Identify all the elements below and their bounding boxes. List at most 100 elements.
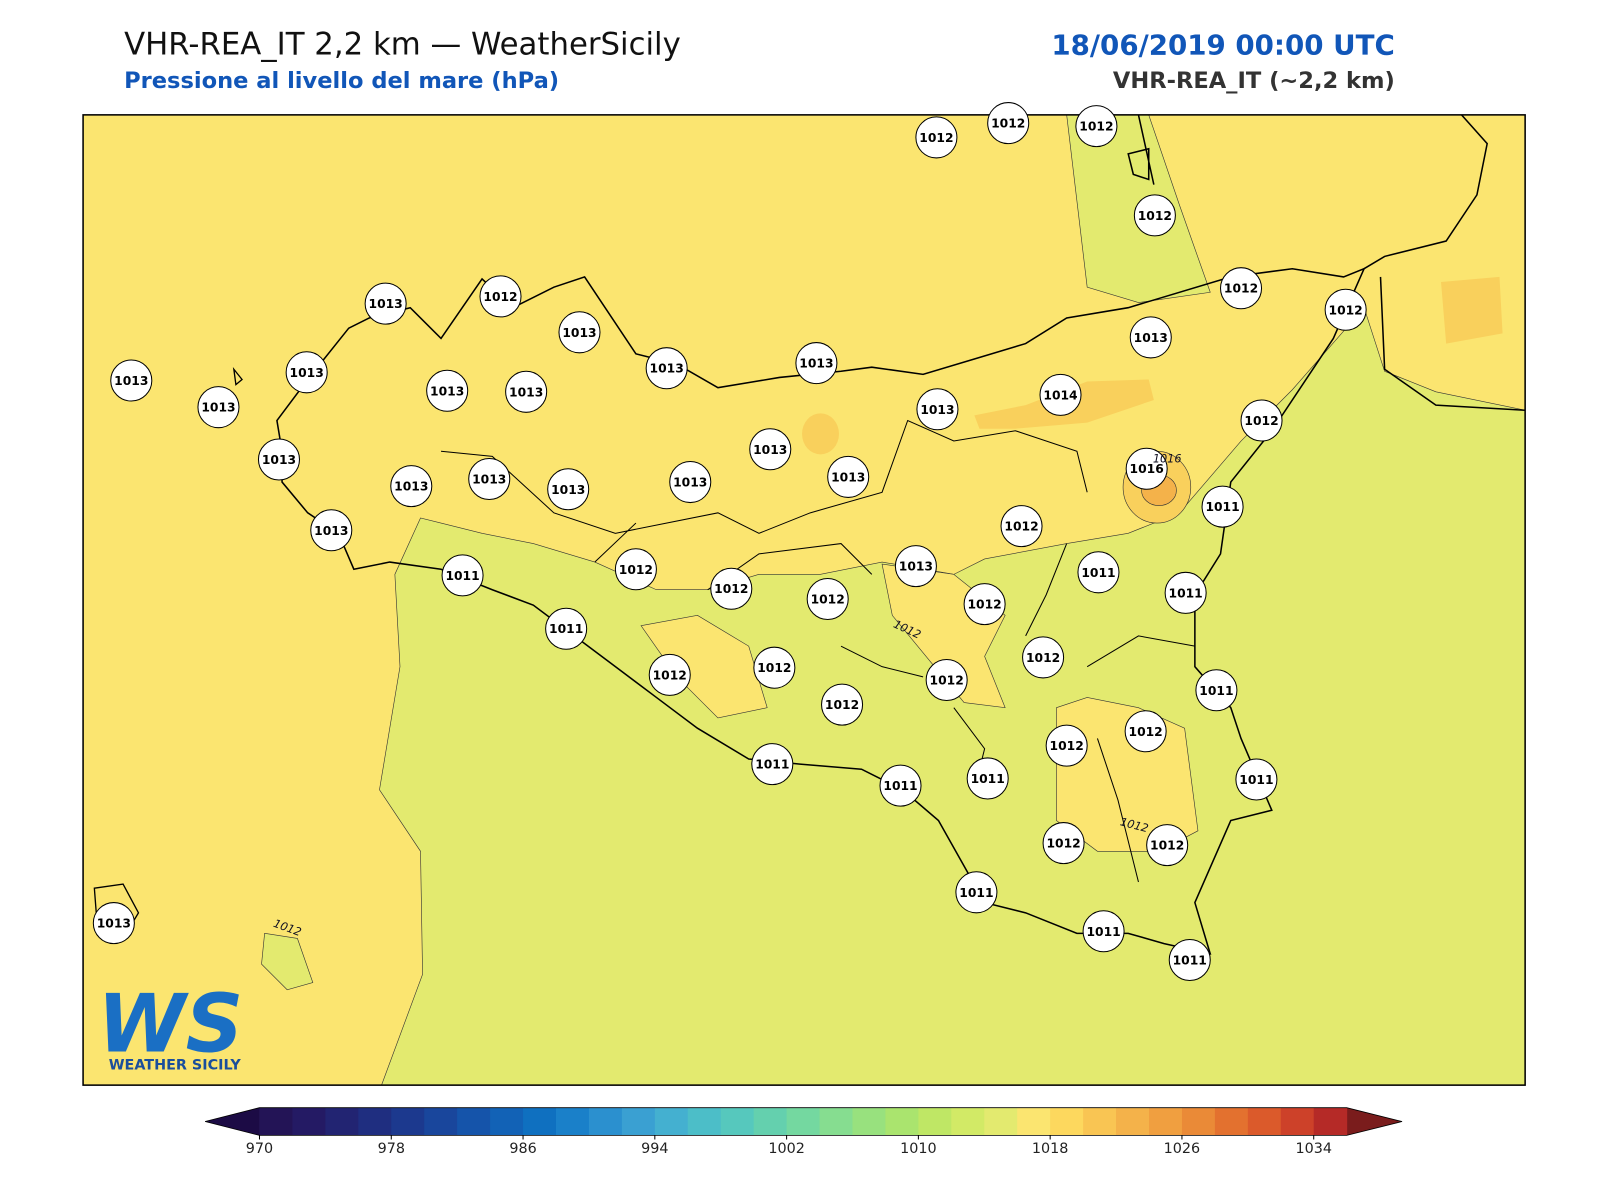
station-value: 1013 — [650, 362, 684, 376]
station-value: 1011 — [1205, 500, 1239, 514]
station-value: 1012 — [714, 582, 748, 596]
station: 1013 — [894, 545, 937, 588]
station: 1012 — [648, 653, 691, 696]
station-marker — [285, 351, 328, 394]
station-marker — [645, 347, 688, 390]
station-value: 1012 — [991, 117, 1025, 131]
station-value: 1011 — [1081, 566, 1115, 580]
station-marker — [1077, 551, 1120, 594]
station-marker — [257, 438, 300, 481]
colorbar-segment — [1313, 1107, 1348, 1136]
station-value: 1011 — [1086, 925, 1120, 939]
coastline — [1127, 114, 1526, 412]
station-value: 1013 — [472, 473, 506, 487]
station: 1013 — [310, 509, 353, 552]
station-value: 1011 — [445, 569, 479, 583]
station-value: 1012 — [1138, 209, 1172, 223]
station-marker — [1125, 447, 1168, 490]
station-value: 1013 — [430, 384, 464, 398]
station-value: 1013 — [114, 374, 148, 388]
station-value: 1013 — [290, 366, 324, 380]
station: 1012 — [1042, 822, 1085, 865]
station: 1012 — [963, 583, 1006, 626]
colorbar-tick-label: 1002 — [768, 1141, 805, 1157]
station: 1013 — [558, 311, 601, 354]
colorbar-segment — [424, 1107, 458, 1136]
station-value: 1012 — [1026, 651, 1060, 665]
colorbar-segment — [918, 1107, 952, 1136]
station-marker — [614, 548, 657, 591]
station: 1011 — [751, 743, 794, 786]
station-marker — [915, 116, 958, 159]
station-value: 1013 — [201, 401, 235, 415]
map-frame — [82, 114, 1526, 1086]
station-marker — [987, 102, 1030, 145]
station-value: 1012 — [1046, 837, 1080, 851]
station-marker — [751, 743, 794, 786]
station-marker — [1042, 822, 1085, 865]
station-marker — [1235, 758, 1278, 801]
colorbar-tick-label: 994 — [641, 1141, 668, 1157]
station: 1013 — [468, 457, 511, 500]
colorbar-segment — [1116, 1107, 1150, 1136]
station: 1013 — [92, 902, 135, 945]
colorbar-segment — [621, 1107, 656, 1136]
colorbar-segment — [1148, 1107, 1183, 1136]
station-marker — [648, 653, 691, 696]
colorbar-segment — [819, 1107, 854, 1136]
station: 1012 — [1324, 288, 1367, 331]
station: 1011 — [1082, 910, 1125, 953]
station-value: 1011 — [1199, 684, 1233, 698]
station: 1013 — [426, 369, 469, 412]
colorbar-segment — [885, 1107, 919, 1136]
station: 1012 — [1133, 194, 1176, 237]
station: 1012 — [1045, 724, 1088, 767]
colorbar-tick-label: 1010 — [900, 1141, 937, 1157]
contour-label: 1016 — [1153, 453, 1182, 466]
model-label: VHR-REA_IT (~2,2 km) — [1113, 68, 1395, 94]
colorbar-outline — [205, 1107, 1403, 1136]
station-marker — [966, 757, 1009, 800]
station: 1011 — [1077, 551, 1120, 594]
station-value: 1012 — [930, 674, 964, 688]
colorbar-segment — [358, 1107, 392, 1136]
station: 1012 — [925, 658, 968, 702]
station-marker — [1195, 669, 1238, 712]
colorbar-segment — [457, 1107, 491, 1136]
station-value: 1013 — [262, 453, 296, 467]
station-marker — [963, 583, 1006, 626]
colorbar-segment — [1214, 1107, 1249, 1136]
colorbar-tick-label: 970 — [246, 1141, 273, 1157]
station-value: 1012 — [1004, 520, 1038, 534]
station: 1013 — [547, 468, 590, 511]
station-value: 1012 — [1150, 839, 1184, 853]
station: 1014 — [1039, 373, 1082, 416]
station-marker — [545, 607, 588, 650]
station: 1011 — [1235, 758, 1278, 801]
station: 1013 — [390, 465, 433, 508]
colorbar-segment — [1083, 1107, 1117, 1136]
station-value: 1012 — [1329, 303, 1363, 317]
orange-area — [1441, 276, 1503, 344]
station: 1011 — [1164, 571, 1207, 614]
colorbar-segment — [1247, 1107, 1282, 1136]
map: 1012 1012 1012 1012 1012 1012 1013 1013 1012 1013… — [82, 102, 1526, 1086]
station: 1011 — [1201, 485, 1244, 528]
colorbar-tick-label: 978 — [378, 1141, 405, 1157]
station-value: 1013 — [831, 470, 865, 484]
colorbar-tick-label: 1034 — [1295, 1141, 1332, 1157]
station: 1013 — [110, 359, 153, 402]
logo-mark: WS — [97, 977, 243, 1070]
station-value: 1013 — [899, 560, 933, 574]
station: 1013 — [285, 351, 328, 394]
station-marker — [1124, 710, 1167, 753]
station-value: 1013 — [369, 297, 403, 311]
station: 1012 — [821, 683, 864, 726]
station-value: 1016 — [1130, 462, 1164, 476]
station-value: 1011 — [755, 758, 789, 772]
station: 1012 — [1146, 824, 1189, 867]
station-marker — [1039, 373, 1082, 416]
station-marker — [1022, 636, 1065, 679]
colorbar-under — [205, 1107, 260, 1136]
